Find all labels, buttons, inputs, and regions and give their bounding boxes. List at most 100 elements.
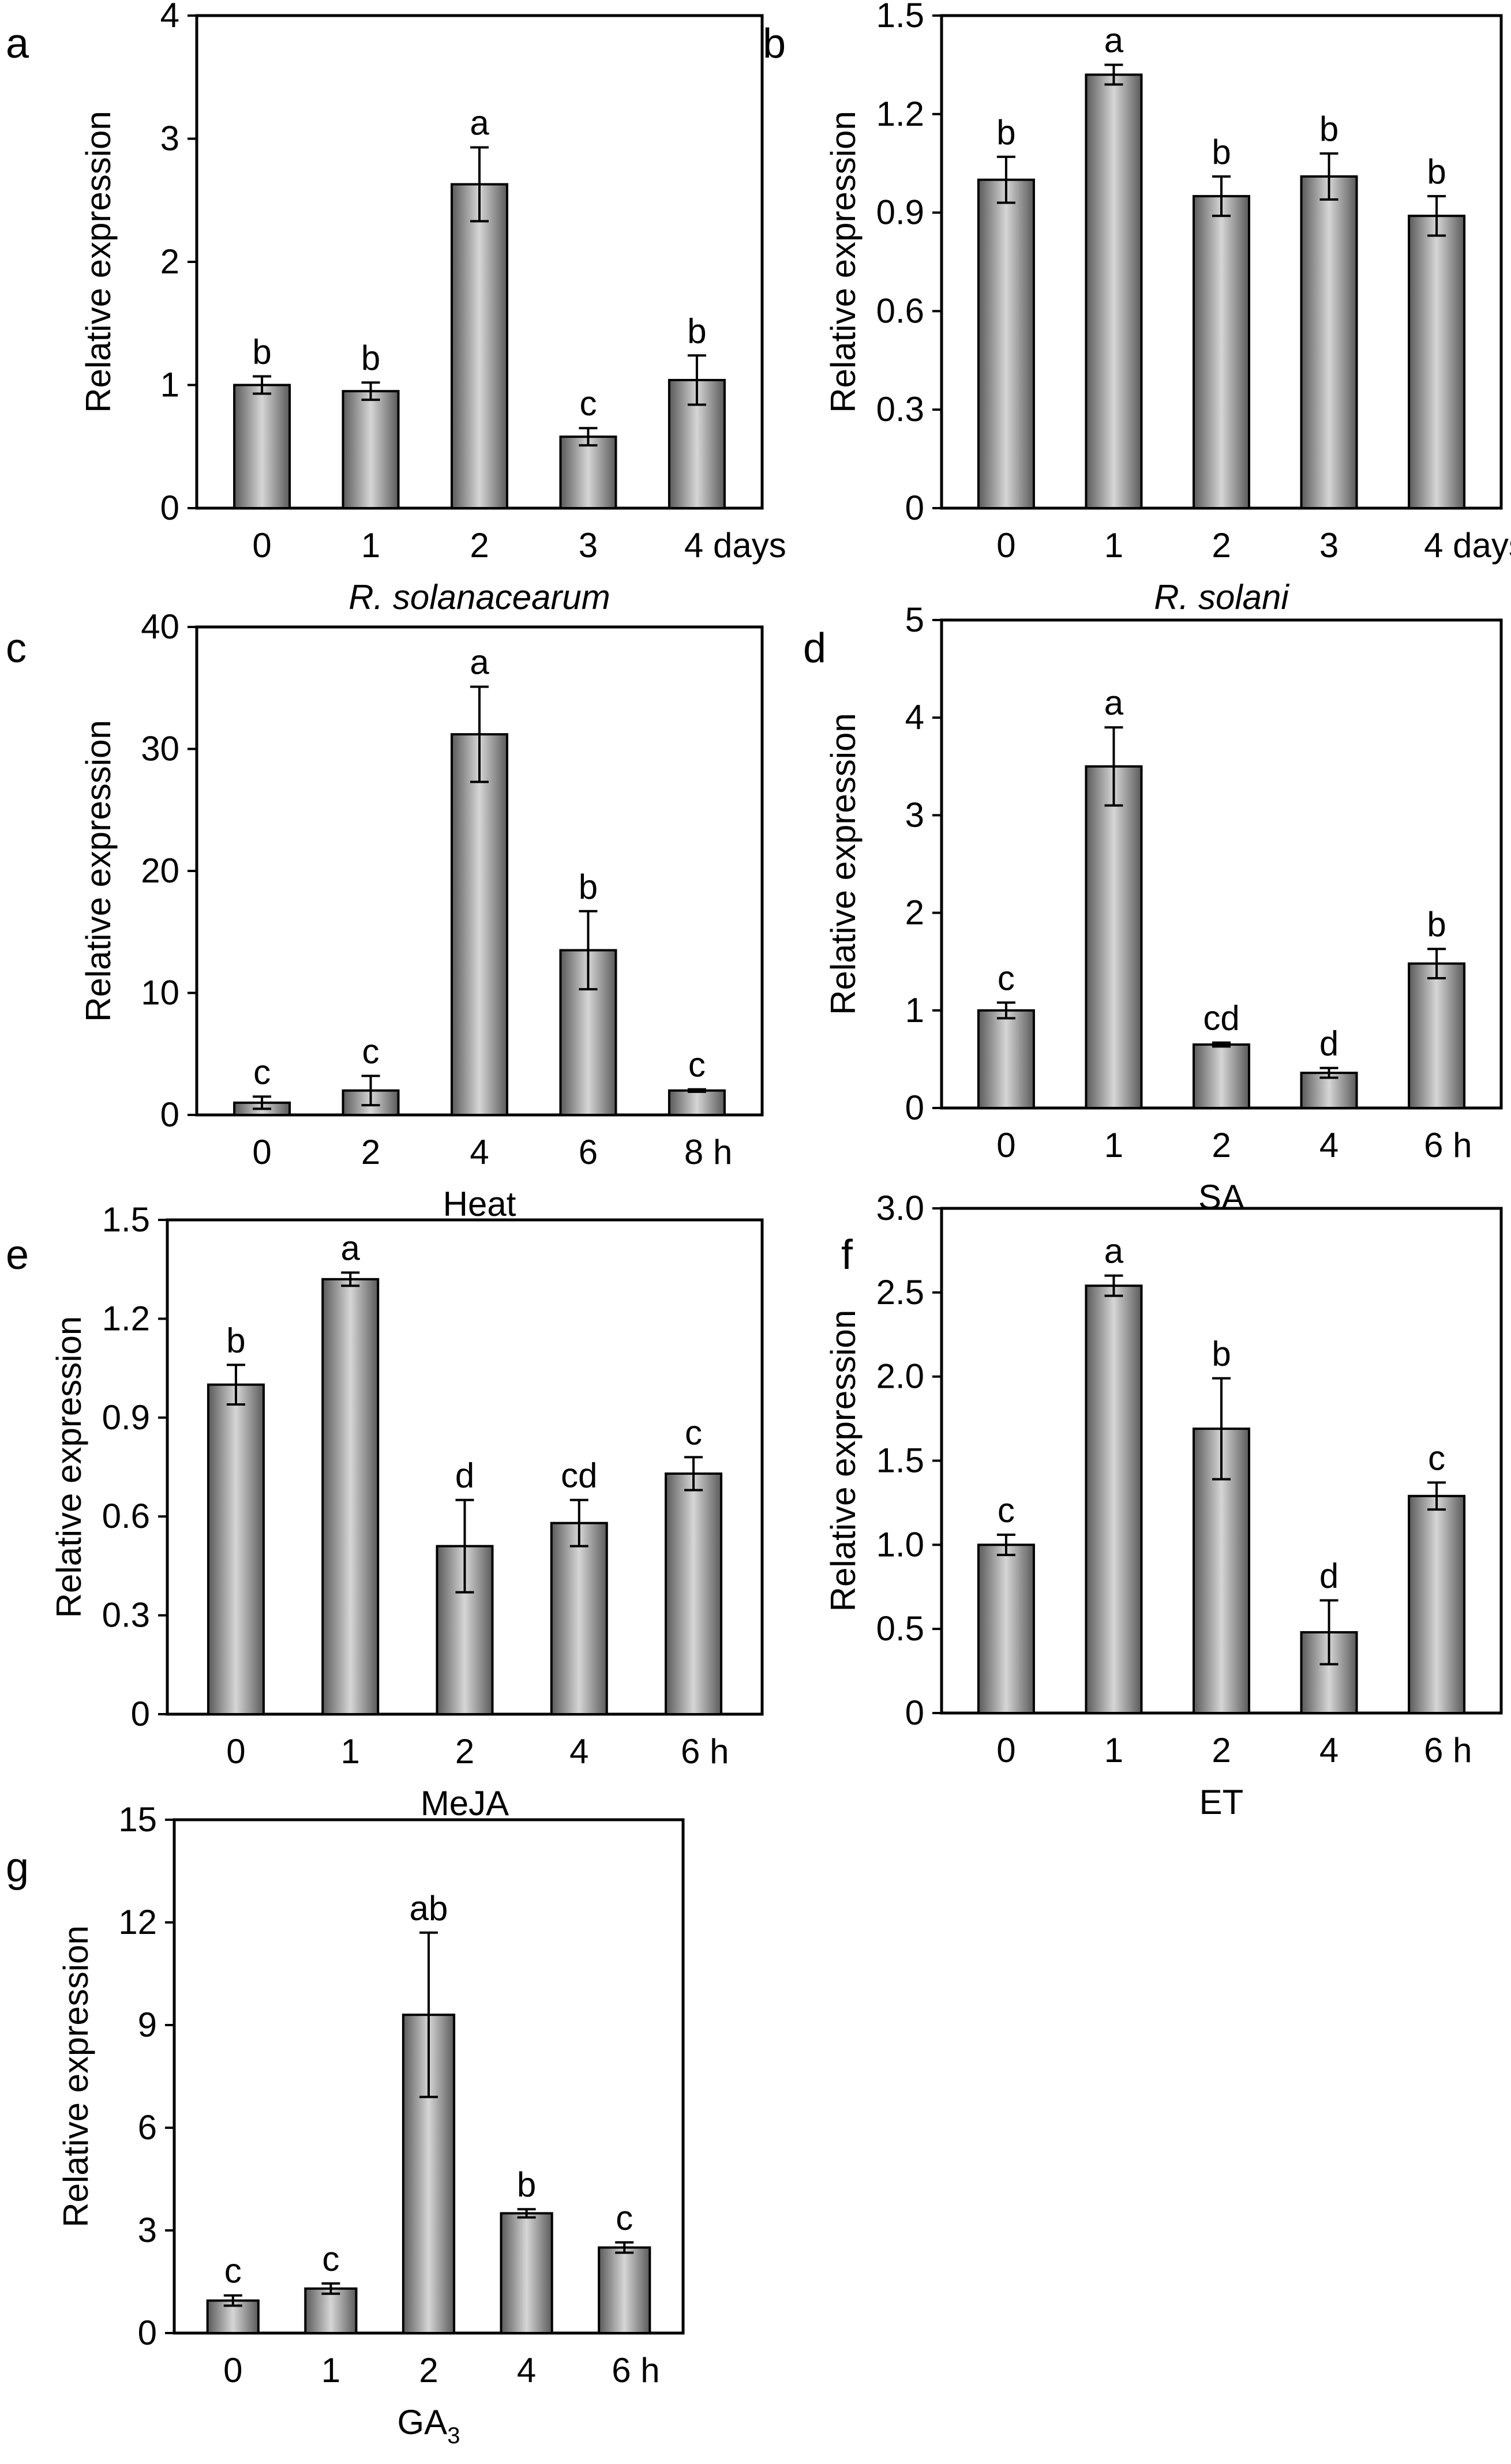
significance-letter: cd (561, 1456, 597, 1495)
x-tick-label: 2 (1212, 1126, 1231, 1165)
x-tick-label: 0 (996, 1126, 1015, 1165)
bar (668, 1089, 726, 1116)
significance-letter: c (685, 1413, 702, 1452)
significance-letter: b (361, 339, 380, 377)
x-tick-label: 0 (223, 2351, 242, 2390)
y-tick-label: 1.5 (102, 1200, 150, 1239)
y-tick-label: 0.3 (102, 1596, 150, 1635)
x-tick-label: 4 (470, 1133, 489, 1171)
significance-letter: b (252, 333, 271, 371)
y-axis-label: Relative expression (824, 713, 863, 1015)
significance-letter: b (517, 2165, 536, 2204)
significance-letter: c (998, 959, 1015, 997)
x-tick-label: 2 (419, 2351, 438, 2390)
x-axis-label: SA (1198, 1178, 1244, 1216)
bar (977, 178, 1035, 509)
panel-a: a 0 1 2 3 4 Relative expression b 0 b 1 a 2 c 3 b 4 days… (6, 0, 786, 617)
bar (1408, 962, 1466, 1109)
significance-letter: b (687, 311, 706, 350)
x-tick-label: 4 days (1424, 526, 1511, 565)
significance-letter: c (322, 2240, 339, 2278)
panel-d: d 0 1 2 3 4 5 Relative expression c 0 a 1 cd 2 d 4 b 6 h S… (803, 600, 1503, 1216)
x-tick-label: 0 (996, 1731, 1015, 1770)
y-axis-label: Relative expression (57, 1925, 95, 2228)
bar (1193, 195, 1250, 509)
bar (1085, 1284, 1143, 1715)
bar (550, 1522, 608, 1716)
y-axis-label: Relative expression (79, 111, 118, 413)
y-tick-label: 2.0 (876, 1357, 924, 1396)
x-axis-label: R. solani (1154, 578, 1289, 617)
bar (207, 1383, 265, 1716)
x-tick-label: 1 (321, 2351, 340, 2390)
x-tick-label: 3 (1319, 526, 1338, 565)
y-tick-label: 1.2 (876, 95, 924, 133)
y-tick-label: 2 (160, 242, 179, 281)
bar (451, 183, 508, 509)
y-tick-label: 2.5 (876, 1273, 924, 1312)
significance-letter: a (470, 103, 489, 142)
y-axis-label: Relative expression (824, 1310, 863, 1612)
significance-letter: b (996, 113, 1015, 152)
panel-letter: b (763, 21, 786, 67)
y-tick-label: 0.5 (876, 1609, 924, 1648)
bar (665, 1472, 723, 1716)
panel-e: e 0 0.3 0.6 0.9 1.2 1.5 Relative expression b 0 a 1… (6, 1200, 764, 1823)
x-axis-label: Heat (443, 1185, 516, 1223)
x-axis-label: ET (1199, 1783, 1244, 1821)
y-axis-label: Relative expression (824, 111, 863, 413)
bar (977, 1543, 1035, 1714)
y-tick-label: 12 (118, 1903, 157, 1941)
y-tick-label: 20 (141, 851, 179, 890)
significance-letter: b (579, 867, 598, 906)
y-tick-label: 0 (905, 1088, 924, 1127)
panel-letter: e (6, 1232, 29, 1278)
significance-letter: d (1319, 1024, 1338, 1063)
y-tick-label: 0.9 (102, 1398, 150, 1437)
x-tick-label: 0 (996, 526, 1015, 565)
x-tick-label: 4 (569, 1732, 588, 1771)
panel-letter: f (841, 1232, 853, 1278)
panel-letter: g (6, 1845, 29, 1891)
y-tick-label: 0.6 (876, 291, 924, 330)
bar (977, 1009, 1035, 1110)
x-tick-label: 1 (361, 526, 380, 565)
x-axis-label-subscript: 3 (447, 2423, 460, 2448)
bar (304, 2287, 358, 2335)
x-tick-label: 2 (361, 1133, 380, 1171)
significance-letter: a (341, 1229, 361, 1267)
x-tick-label: 6 h (1424, 1731, 1472, 1770)
x-tick-label: 8 h (684, 1133, 732, 1171)
bar (598, 2246, 651, 2335)
y-tick-label: 40 (141, 607, 179, 646)
x-tick-label: 1 (1104, 1731, 1123, 1770)
y-tick-label: 3 (905, 795, 924, 834)
panel-c: c 0 10 20 30 40 Relative expression c 0 c 2 a 4 b 6 c 8 … (6, 607, 764, 1223)
bar (1408, 215, 1466, 509)
bar (321, 1278, 380, 1716)
bar (500, 2212, 553, 2334)
y-tick-label: 0 (905, 489, 924, 527)
significance-letter: d (455, 1456, 474, 1495)
bar (451, 733, 508, 1116)
significance-letter: c (579, 384, 597, 423)
significance-letter: a (1104, 683, 1124, 722)
significance-letter: a (1104, 1232, 1124, 1271)
x-tick-label: 6 h (612, 2351, 659, 2390)
x-tick-label: 1 (1104, 1126, 1123, 1165)
panel-f: f 0 0.5 1.0 1.5 2.0 2.5 3.0 Relative expression c… (824, 1189, 1503, 1821)
x-tick-label: 2 (455, 1732, 474, 1771)
y-tick-label: 0 (138, 2313, 157, 2352)
bar (1408, 1494, 1466, 1714)
x-tick-label: 1 (341, 1732, 360, 1771)
bar (1193, 1043, 1250, 1110)
x-tick-label: 4 (517, 2351, 536, 2390)
y-tick-label: 6 (138, 2108, 157, 2147)
x-tick-label: 4 days (684, 526, 786, 565)
significance-letter: ab (410, 1889, 448, 1928)
significance-letter: d (1319, 1557, 1338, 1595)
x-tick-label: 0 (252, 1133, 271, 1171)
y-tick-label: 15 (118, 1800, 157, 1839)
x-tick-label: 2 (1212, 526, 1231, 565)
x-tick-label: 3 (579, 526, 598, 565)
